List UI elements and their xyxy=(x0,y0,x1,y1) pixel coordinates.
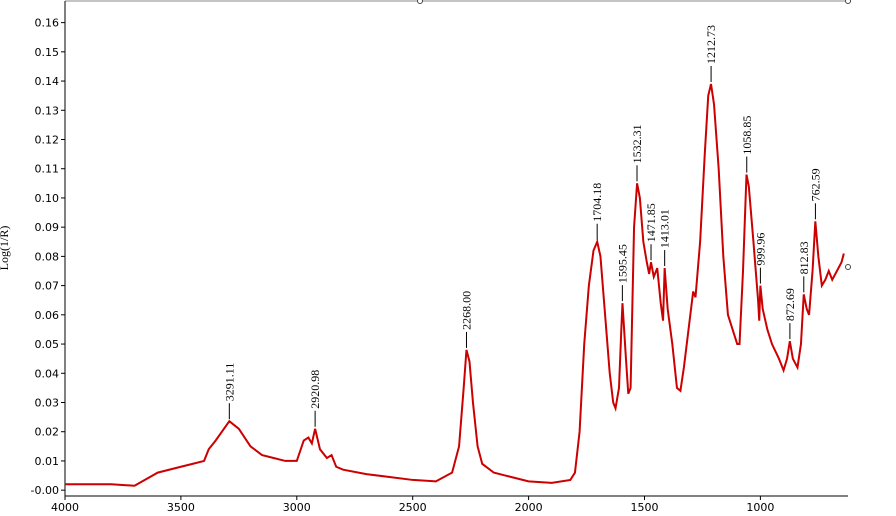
y-tick-label: -0.00 xyxy=(31,484,59,497)
peak-label: 999.96 xyxy=(753,233,767,266)
spectrum-line xyxy=(65,83,845,487)
y-tick-label: 0.11 xyxy=(35,163,60,176)
handle xyxy=(845,0,851,4)
x-tick-label: 2000 xyxy=(515,501,543,514)
y-tick-label: 0.10 xyxy=(35,192,60,205)
peak-label: 2920.98 xyxy=(308,370,322,409)
peak-label: 1058.85 xyxy=(740,116,754,155)
y-tick-label: 0.14 xyxy=(35,75,60,88)
y-tick-label: 0.09 xyxy=(35,221,60,234)
peak-label: 812.83 xyxy=(797,241,811,274)
y-tick-label: 0.07 xyxy=(35,280,60,293)
peak-label: 1212.73 xyxy=(704,25,718,64)
x-tick-label: 1500 xyxy=(630,501,658,514)
y-tick-label: 0.04 xyxy=(35,367,60,380)
y-tick-label: 0.12 xyxy=(35,133,60,146)
peak-label: 1595.45 xyxy=(615,244,629,283)
y-tick-label: 0.05 xyxy=(35,338,60,351)
peak-label: 762.59 xyxy=(808,168,822,201)
y-tick-label: 0.01 xyxy=(35,455,60,468)
peak-label: 2268.00 xyxy=(459,291,473,330)
x-tick-label: 1000 xyxy=(746,501,774,514)
handle xyxy=(845,264,851,270)
peak-label: 1704.18 xyxy=(590,183,604,222)
peak-label: 1413.01 xyxy=(658,209,672,248)
y-tick-label: 0.03 xyxy=(35,396,60,409)
y-axis-label: Log(1/R) xyxy=(0,226,11,271)
peak-label: 1471.85 xyxy=(644,203,658,242)
y-tick-label: 0.15 xyxy=(35,46,60,59)
peak-label: 872.69 xyxy=(783,288,797,321)
y-tick-label: 0.16 xyxy=(35,17,60,30)
y-tick-label: 0.13 xyxy=(35,104,60,117)
peak-label: 3291.11 xyxy=(222,363,236,402)
handle xyxy=(417,0,423,4)
peak-label: 1532.31 xyxy=(630,124,644,163)
y-tick-label: 0.06 xyxy=(35,309,60,322)
x-tick-label: 3500 xyxy=(167,501,195,514)
y-tick-label: 0.02 xyxy=(35,426,60,439)
y-tick-label: 0.08 xyxy=(35,250,60,263)
x-tick-label: 4000 xyxy=(51,501,79,514)
x-tick-label: 2500 xyxy=(399,501,427,514)
x-tick-label: 3000 xyxy=(283,501,311,514)
